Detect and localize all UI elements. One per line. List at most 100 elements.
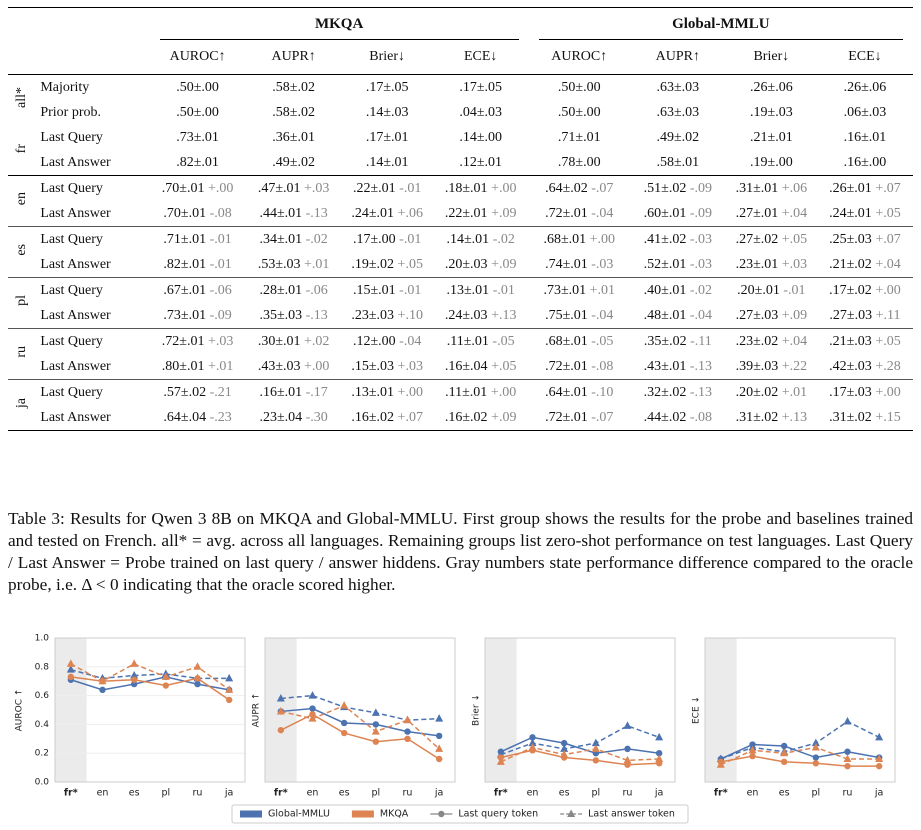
cell-delta: -.09 [209, 307, 232, 323]
y-axis-label: AUROC ↑ [15, 689, 25, 732]
cell-value: .60±.01 [643, 205, 687, 221]
cell-delta: -.03 [591, 256, 614, 272]
series-marker [225, 685, 234, 693]
cell: .57±.02 -.21 [150, 380, 246, 406]
cell-delta: -.21 [209, 384, 232, 400]
series-marker [623, 755, 632, 764]
cell: .22±.01 -.01 [342, 176, 433, 202]
cell-value: .04±.03 [459, 104, 503, 120]
series-marker [496, 757, 505, 765]
cell-value: .43±.01 [643, 358, 687, 374]
table-row: ru Last Query .72±.01 +.03.30±.01 +.02.12±… [8, 329, 913, 358]
cell-value: .49±.02 [272, 154, 315, 170]
cell-value: .71±.01 [557, 129, 601, 145]
cell-value: .15±.01 [352, 282, 396, 298]
cell-value: .26±.06 [750, 79, 793, 95]
cell-value: .20±.02 [735, 384, 779, 400]
cell-value: .32±.02 [643, 384, 687, 400]
x-tick-label: pl [371, 788, 380, 799]
cell: .53±.03 +.01 [246, 252, 342, 278]
series-marker [435, 714, 444, 722]
x-tick-label: fr* [494, 788, 508, 799]
cell-delta: -.01 [399, 180, 422, 196]
cell-delta: -.23 [209, 409, 232, 425]
legend-marker [567, 809, 576, 817]
cell: .73±.01 +.01 [529, 278, 630, 304]
cell: .16±.02 +.07 [342, 405, 433, 431]
cell: .24±.01 +.05 [817, 201, 913, 227]
cell-value: .82±.01 [163, 256, 207, 272]
x-tick-label: ja [874, 788, 883, 799]
cell: .50±.00 [529, 100, 630, 125]
cell-value: .21±.03 [829, 333, 872, 349]
cell: .14±.01 -.02 [433, 227, 529, 253]
series-marker [591, 738, 600, 747]
cell-delta: +.04 [781, 333, 808, 349]
cell-value: .41±.02 [643, 231, 687, 247]
cell-delta: -.04 [591, 205, 614, 221]
cell-value: .43±.03 [257, 358, 301, 374]
cell-value: .50±.00 [176, 104, 219, 120]
row-group-cell: en [8, 176, 36, 227]
cell: .26±.01 +.07 [817, 176, 913, 202]
series-marker [130, 670, 139, 679]
cell: .72±.01 -.04 [529, 201, 630, 227]
cell: .67±.01 -.06 [150, 278, 246, 304]
group-name: Global-MMLU [538, 8, 903, 40]
series-line [70, 663, 230, 691]
cell-value: .19±.03 [750, 104, 793, 120]
x-tick-label: es [779, 788, 790, 799]
series-marker [98, 676, 107, 685]
row-group-label: ja [14, 397, 30, 408]
cell: .21±.03 +.05 [817, 329, 913, 355]
table-row: Last Answer .64±.04 -.23.23±.04 -.30.16±.… [8, 405, 913, 431]
series-marker [99, 686, 106, 694]
series-marker [130, 659, 139, 667]
series-marker [780, 748, 789, 757]
row-group-cell: es [8, 227, 36, 278]
cell: .17±.01 [342, 125, 433, 150]
y-axis-label: Brier ↓ [472, 694, 482, 726]
column-header: AUPR↑ [655, 49, 701, 64]
cell: .70±.01 -.08 [150, 201, 246, 227]
x-tick-label: ru [403, 788, 413, 799]
cell-delta: -.02 [492, 231, 515, 247]
cell-value: .27±.01 [735, 205, 779, 221]
cell: .15±.03 +.03 [342, 354, 433, 380]
cell: .47±.01 +.03 [246, 176, 342, 202]
series-marker [655, 750, 663, 757]
cell: .13±.01 -.01 [433, 278, 529, 304]
x-tick-label: ja [654, 788, 663, 799]
cell-delta: +.01 [304, 256, 330, 272]
cell-delta: -.08 [209, 205, 232, 221]
cell-delta: +.11 [875, 307, 901, 323]
cell-delta: -.02 [689, 282, 713, 298]
cell: .58±.02 [246, 100, 342, 125]
axes-frame [54, 637, 246, 783]
cell: .26±.06 [726, 75, 817, 101]
x-tick-label: ja [224, 788, 233, 799]
cell: .17±.03 +.00 [817, 380, 913, 406]
cell-value: .72±.01 [545, 205, 588, 221]
cell-value: .48±.01 [643, 307, 687, 323]
x-tick-label: en [97, 788, 109, 799]
cell: .11±.01 -.05 [433, 329, 529, 355]
x-tick-label: ru [843, 788, 853, 799]
series-marker [340, 701, 349, 709]
cell: .27±.02 +.05 [726, 227, 817, 253]
cell-delta: +.00 [875, 384, 901, 400]
cell-delta: -.13 [689, 358, 713, 374]
cell-delta: +.09 [491, 205, 517, 221]
x-tick-label: pl [161, 788, 170, 799]
cell-value: .22±.01 [444, 205, 488, 221]
cell: .18±.01 +.00 [433, 176, 529, 202]
cell-delta: +.10 [397, 307, 423, 323]
cell: .20±.01 -.01 [726, 278, 817, 304]
series-line [500, 746, 660, 763]
cell-delta: +.00 [304, 358, 330, 374]
row-group-label: en [14, 191, 30, 206]
cell: .70±.01 +.00 [150, 176, 246, 202]
cell-value: .23±.01 [735, 256, 779, 272]
cell: .28±.01 -.06 [246, 278, 342, 304]
